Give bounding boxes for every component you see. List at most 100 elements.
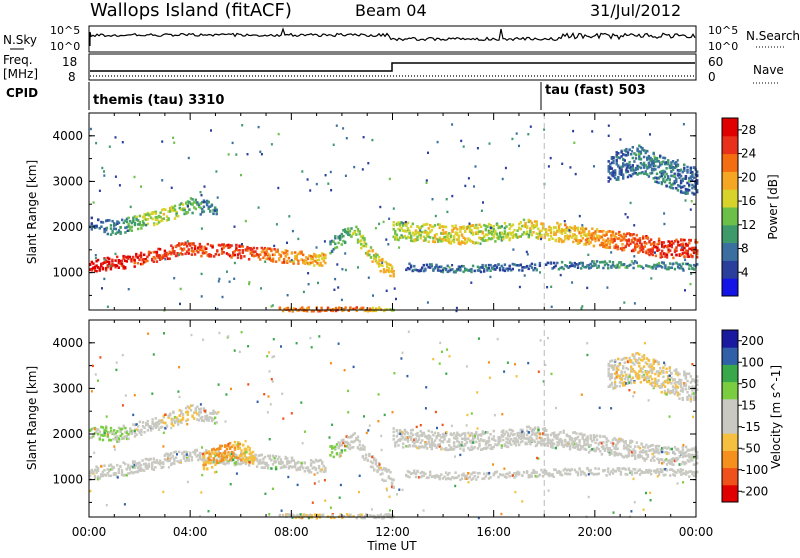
heatmap-cell	[534, 426, 536, 429]
heatmap-cell	[388, 267, 390, 270]
heatmap-cell	[280, 254, 282, 257]
heatmap-cell	[640, 443, 642, 446]
heatmap-cell	[545, 229, 547, 232]
heatmap-cell	[181, 253, 183, 256]
heatmap-cell	[172, 418, 174, 421]
heatmap-cell	[658, 262, 660, 265]
heatmap-cell	[315, 467, 317, 470]
heatmap-cell	[663, 262, 665, 265]
heatmap-cell	[155, 212, 157, 215]
heatmap-cell	[379, 206, 381, 208]
heatmap-cell	[660, 162, 662, 164]
heatmap-cell	[355, 233, 357, 236]
heatmap-cell	[134, 176, 136, 178]
heatmap-cell	[402, 222, 404, 224]
heatmap-cell	[691, 255, 693, 258]
heatmap-cell	[577, 474, 579, 477]
heatmap-cell	[575, 432, 577, 435]
heatmap-cell	[428, 430, 430, 433]
heatmap-cell	[505, 167, 507, 169]
heatmap-cell	[472, 441, 474, 444]
heatmap-cell	[609, 246, 611, 249]
heatmap-cell	[99, 431, 101, 434]
heatmap-cell	[412, 434, 414, 437]
nave-tick-bottom: 0	[708, 70, 716, 84]
heatmap-cell	[302, 467, 304, 470]
nave-label: Nave	[753, 63, 784, 77]
heatmap-cell	[546, 286, 548, 288]
heatmap-cell	[111, 231, 113, 234]
heatmap-cell	[140, 433, 142, 436]
heatmap-cell	[219, 447, 221, 450]
heatmap-cell	[209, 462, 211, 465]
heatmap-cell	[610, 251, 612, 253]
heatmap-cell	[344, 449, 346, 452]
heatmap-cell	[121, 433, 123, 436]
heatmap-cell	[421, 439, 423, 442]
heatmap-cell	[121, 469, 123, 472]
heatmap-cell	[169, 257, 171, 260]
heatmap-cell	[400, 227, 402, 230]
heatmap-cell	[300, 462, 302, 465]
heatmap-cell	[104, 258, 106, 260]
heatmap-cell	[324, 240, 326, 242]
heatmap-cell	[645, 242, 647, 245]
heatmap-cell	[488, 436, 490, 439]
heatmap-cell	[674, 453, 676, 456]
heatmap-cell	[140, 227, 142, 230]
heatmap-cell	[355, 226, 357, 229]
heatmap-cell	[201, 194, 203, 196]
heatmap-cell	[469, 223, 471, 225]
heatmap-cell	[628, 467, 630, 470]
heatmap-cell	[447, 236, 449, 239]
heatmap-cell	[91, 222, 93, 225]
heatmap-cell	[674, 474, 676, 477]
heatmap-cell	[134, 259, 136, 262]
heatmap-cell	[658, 445, 660, 448]
heatmap-cell	[131, 226, 133, 229]
heatmap-cell	[304, 462, 306, 465]
heatmap-cell	[632, 233, 634, 236]
heatmap-cell	[310, 471, 312, 474]
heatmap-cell	[622, 365, 624, 368]
heatmap-cell	[277, 458, 279, 461]
heatmap-cell	[258, 206, 260, 208]
heatmap-cell	[224, 458, 226, 461]
heatmap-cell	[184, 243, 186, 246]
heatmap-cell	[309, 189, 311, 191]
heatmap-cell	[127, 217, 129, 220]
heatmap-cell	[107, 435, 109, 438]
heatmap-cell	[453, 241, 455, 244]
heatmap-cell	[143, 254, 145, 257]
freq-trace	[90, 63, 695, 71]
heatmap-cell	[617, 358, 619, 361]
heatmap-cell	[472, 265, 474, 268]
heatmap-cell	[294, 466, 296, 469]
heatmap-cell	[675, 249, 677, 252]
heatmap-cell	[617, 177, 619, 180]
heatmap-cell	[496, 266, 498, 269]
heatmap-cell	[456, 437, 458, 440]
heatmap-cell	[239, 443, 241, 446]
heatmap-cell	[232, 452, 234, 455]
heatmap-cell	[273, 254, 275, 257]
heatmap-cell	[204, 464, 206, 467]
heatmap-cell	[92, 262, 94, 265]
heatmap-cell	[127, 438, 129, 441]
heatmap-cell	[283, 261, 285, 264]
heatmap-cell	[545, 429, 547, 432]
heatmap-cell	[451, 225, 453, 228]
heatmap-cell	[521, 474, 523, 477]
heatmap-cell	[187, 211, 189, 214]
heatmap-cell	[572, 130, 574, 132]
heatmap-cell	[367, 459, 369, 462]
heatmap-cell	[518, 444, 520, 447]
heatmap-cell	[187, 413, 189, 416]
heatmap-cell	[286, 250, 288, 253]
heatmap-cell	[325, 174, 327, 176]
colorbar-swatch	[722, 189, 738, 207]
heatmap-cell	[118, 221, 120, 224]
heatmap-cell	[453, 237, 455, 240]
heatmap-cell	[334, 243, 336, 246]
